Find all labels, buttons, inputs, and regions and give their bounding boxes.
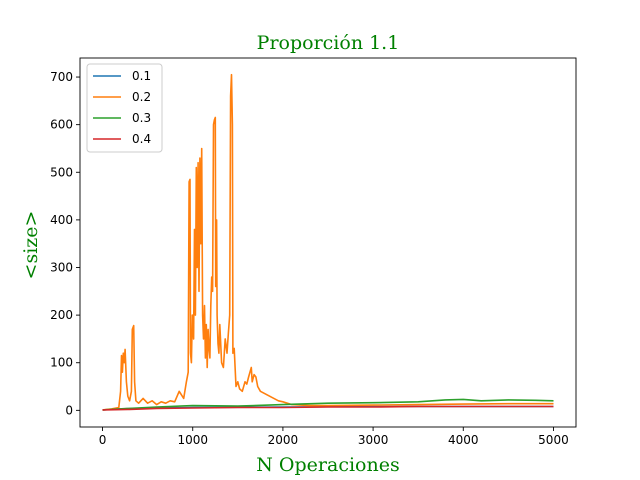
legend-label-0-3: 0.3 — [132, 111, 151, 125]
x-tick-label: 1000 — [177, 433, 208, 447]
x-tick-label: 3000 — [358, 433, 389, 447]
x-axis-label: N Operaciones — [256, 454, 399, 476]
legend-label-0-4: 0.4 — [132, 132, 151, 146]
y-axis-ticks: 0 100 200 300 400 500 600 700 — [50, 70, 80, 417]
y-tick-label: 500 — [50, 165, 73, 179]
legend-label-0-2: 0.2 — [132, 90, 151, 104]
series-line-0-3 — [102, 398, 554, 411]
x-tick-label: 2000 — [268, 433, 299, 447]
y-tick-label: 300 — [50, 260, 73, 274]
x-axis-ticks: 0 1000 2000 3000 4000 5000 — [99, 427, 569, 447]
y-tick-label: 600 — [50, 118, 73, 132]
chart-title: Proporción 1.1 — [257, 32, 400, 54]
y-axis-label: <size> — [20, 211, 42, 280]
y-tick-label: 100 — [50, 356, 73, 370]
series-lines — [102, 73, 554, 411]
x-tick-label: 5000 — [538, 433, 569, 447]
x-tick-label: 4000 — [448, 433, 479, 447]
y-tick-label: 200 — [50, 308, 73, 322]
legend: 0.1 0.2 0.3 0.4 — [86, 63, 163, 153]
y-tick-label: 700 — [50, 70, 73, 84]
series-line-0-2 — [102, 73, 554, 411]
series-line-0-4 — [102, 405, 554, 411]
y-tick-label: 400 — [50, 213, 73, 227]
y-tick-label: 0 — [65, 403, 73, 417]
legend-frame — [86, 63, 163, 153]
plot-frame — [79, 57, 577, 428]
plot-background — [80, 58, 576, 427]
legend-label-0-1: 0.1 — [132, 69, 151, 83]
x-tick-label: 0 — [99, 433, 107, 447]
